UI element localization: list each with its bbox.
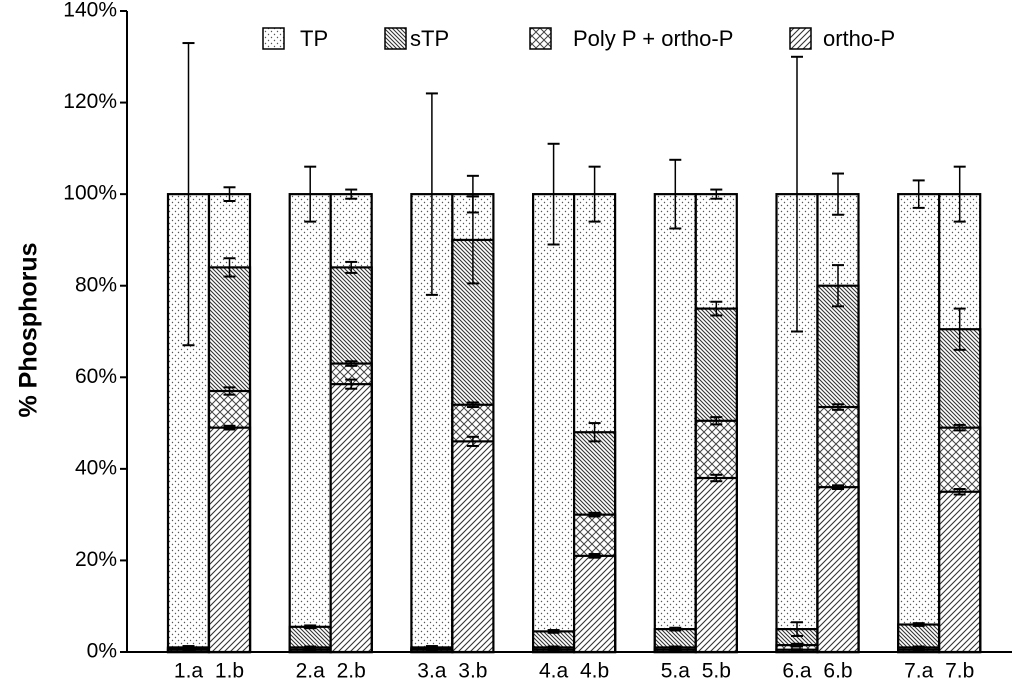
error-bar xyxy=(953,165,966,223)
legend-label: Poly P + ortho-P xyxy=(573,26,733,51)
y-tick-label: 140% xyxy=(63,0,117,22)
x-tick-label: 5.a xyxy=(661,660,691,683)
legend-label: sTP xyxy=(410,26,449,51)
error-bar xyxy=(710,416,723,426)
error-bar xyxy=(425,92,438,296)
legend-swatch xyxy=(789,27,812,50)
y-axis-label: % Phosphorus xyxy=(15,242,43,417)
bar xyxy=(694,476,738,654)
error-bar xyxy=(588,553,601,559)
error-bar xyxy=(345,378,358,390)
error-bar xyxy=(710,300,723,317)
x-tick-label: 2.a xyxy=(296,660,326,683)
error-bar xyxy=(710,188,723,200)
error-bar xyxy=(832,403,844,411)
error-bar xyxy=(791,621,803,637)
bar xyxy=(531,193,576,654)
error-bar xyxy=(466,401,479,409)
error-bar xyxy=(912,645,925,650)
error-bar xyxy=(588,422,601,443)
error-bar xyxy=(669,626,682,632)
x-tick-label: 5.b xyxy=(702,660,731,683)
y-tick-label: 40% xyxy=(75,456,117,479)
error-bar xyxy=(832,484,844,491)
error-bar xyxy=(547,629,560,634)
error-bar xyxy=(669,648,682,652)
x-tick-label: 2.b xyxy=(337,660,366,683)
error-bar xyxy=(223,257,236,278)
error-bar xyxy=(182,648,195,652)
legend-swatch xyxy=(384,27,407,50)
error-bar xyxy=(223,186,236,203)
error-bar xyxy=(345,260,358,274)
x-tick-label: 1.a xyxy=(174,660,204,683)
bar xyxy=(207,426,252,654)
error-bar xyxy=(710,473,723,483)
bar xyxy=(288,193,332,654)
legend-label: ortho-P xyxy=(823,26,895,51)
error-bar xyxy=(953,488,966,496)
error-bar xyxy=(547,648,560,652)
error-bar xyxy=(547,645,560,650)
bar xyxy=(897,193,941,654)
error-bar xyxy=(912,648,925,652)
y-tick-label: 120% xyxy=(63,90,117,113)
y-tick-label: 0% xyxy=(87,640,117,663)
error-bar xyxy=(466,195,479,285)
x-tick-label: 6.a xyxy=(782,660,812,683)
error-bar xyxy=(304,645,317,650)
error-bar xyxy=(304,165,317,223)
x-tick-label: 7.a xyxy=(904,660,934,683)
bar xyxy=(572,554,617,654)
x-tick-label: 3.a xyxy=(417,660,447,683)
error-bar xyxy=(304,648,317,652)
x-tick-label: 4.a xyxy=(539,660,569,683)
bar xyxy=(816,486,860,654)
error-bar xyxy=(223,424,236,431)
y-tick-label: 80% xyxy=(75,273,117,296)
legend-swatch xyxy=(529,27,552,50)
x-tick-label: 6.b xyxy=(823,660,852,683)
y-tick-label: 20% xyxy=(75,548,117,571)
error-bar xyxy=(425,648,438,652)
error-bar xyxy=(791,55,803,333)
error-bar xyxy=(304,624,317,630)
y-tick-label: 100% xyxy=(63,182,117,205)
error-bar xyxy=(791,642,803,648)
bar xyxy=(938,490,982,654)
error-bar xyxy=(912,179,925,209)
error-bar xyxy=(345,188,358,200)
error-bar xyxy=(466,435,479,447)
legend-label: TP xyxy=(300,26,328,51)
error-bar xyxy=(223,386,236,396)
error-bar xyxy=(182,42,195,347)
error-bar xyxy=(345,360,358,367)
error-bar xyxy=(832,264,844,308)
error-bar xyxy=(669,645,682,650)
error-bar xyxy=(669,158,682,230)
x-tick-label: 1.b xyxy=(215,660,244,683)
error-bar xyxy=(791,648,803,652)
legend-swatch xyxy=(262,27,285,50)
error-bar xyxy=(953,307,966,351)
error-bar xyxy=(832,172,844,216)
bar xyxy=(653,193,697,654)
error-bar xyxy=(588,511,601,518)
error-bar xyxy=(912,622,925,627)
error-bar xyxy=(547,142,560,246)
error-bar xyxy=(588,165,601,223)
x-tick-label: 3.b xyxy=(458,660,487,683)
x-tick-label: 7.b xyxy=(945,660,974,683)
x-tick-label: 4.b xyxy=(580,660,609,683)
bar xyxy=(329,383,373,654)
y-tick-label: 60% xyxy=(75,365,117,388)
bar xyxy=(451,440,495,654)
error-bar xyxy=(953,423,966,432)
